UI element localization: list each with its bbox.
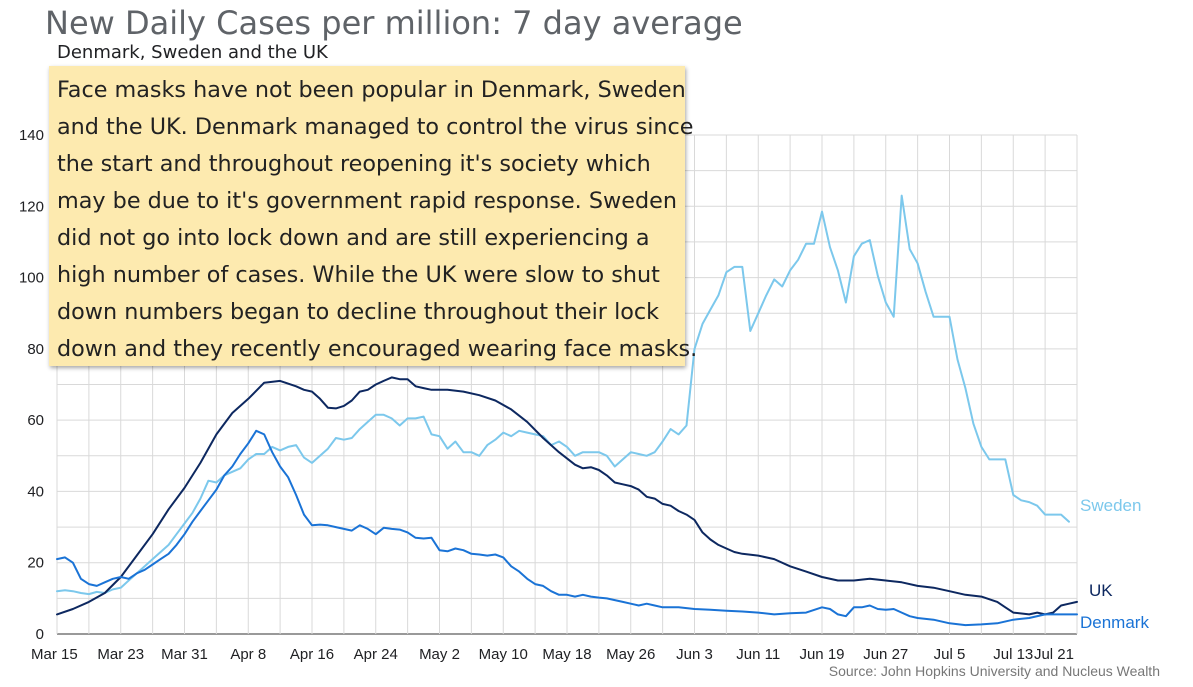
series-labels: Sweden UK Denmark [1080,496,1149,632]
x-tick-label: Jun 27 [863,646,908,663]
y-tick-label: 40 [27,483,44,500]
annotation-line: Face masks have not been popular in Denm… [57,77,686,103]
x-tick-label: Jun 19 [799,646,844,663]
y-tick-label: 100 [19,270,44,287]
x-tick-label: Apr 24 [354,646,398,663]
source-note: Source: John Hopkins University and Nucl… [828,663,1160,679]
x-tick-label: Jul 5 [934,646,966,663]
x-tick-label: May 2 [419,646,460,663]
annotation-line: down numbers began to decline throughout… [57,299,660,325]
annotation-line: down and they recently encouraged wearin… [57,336,698,362]
annotation-line: and the UK. Denmark managed to control t… [57,114,694,140]
series-label-denmark: Denmark [1080,613,1149,632]
y-tick-label: 80 [27,341,44,358]
y-tick-label: 60 [27,412,44,429]
x-tick-label: May 10 [479,646,528,663]
x-tick-label: Mar 23 [97,646,144,663]
annotation-line: the start and throughout reopening it's … [57,151,651,177]
series-lines [56,194,1078,627]
x-tick-label: Apr 8 [230,646,266,663]
x-tick-label: Jun 3 [676,646,713,663]
x-tick-label: Jun 11 [736,646,780,663]
y-axis-ticks: 0 20 40 60 80 100 120 140 [19,127,44,643]
series-label-uk: UK [1089,581,1113,600]
x-tick-label: Mar 31 [161,646,208,663]
x-tick-label: May 26 [606,646,655,663]
x-tick-label: Jul 21 [1034,646,1074,663]
y-tick-label: 0 [36,626,44,643]
series-line-denmark [56,429,1078,627]
y-tick-label: 120 [19,198,44,215]
chart-title: New Daily Cases per million: 7 day avera… [45,4,743,42]
x-axis-ticks: Mar 15 Mar 23 Mar 31 Apr 8 Apr 16 Apr 24 May 2… [31,646,1074,663]
chart-subtitle: Denmark, Sweden and the UK [57,42,328,63]
y-tick-label: 140 [19,127,44,144]
series-line-uk [56,376,1078,616]
series-label-sweden: Sweden [1080,496,1141,515]
x-tick-label: Apr 16 [290,646,334,663]
annotation-line: did not go into lock down and are still … [57,225,650,251]
annotation-line: high number of cases. While the UK were … [57,262,660,288]
x-tick-label: Jul 13 [993,646,1033,663]
annotation-line: may be due to it's government rapid resp… [57,188,677,214]
x-tick-label: Mar 15 [31,646,78,663]
y-tick-label: 20 [27,555,44,572]
x-tick-label: May 18 [542,646,591,663]
annotation-note: Face masks have not been popular in Denm… [49,66,698,366]
